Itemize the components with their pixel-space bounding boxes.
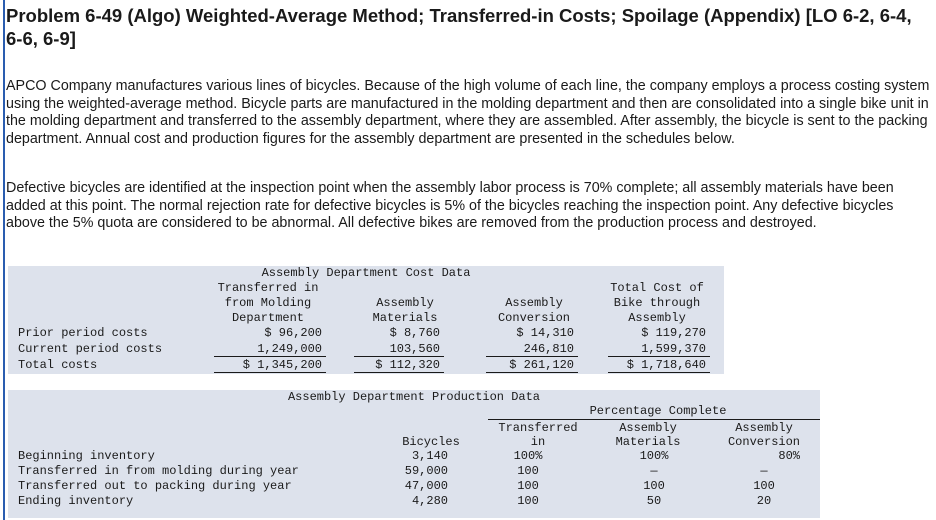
total-rule bbox=[608, 372, 710, 373]
subtotal-rule bbox=[354, 356, 444, 357]
percentage-complete-header: Percentage Complete bbox=[589, 404, 727, 418]
group-header-rule bbox=[488, 419, 820, 420]
total-rule bbox=[214, 372, 326, 373]
subtotal-rule bbox=[608, 356, 710, 357]
production-data-table: Assembly Department Production Data Perc… bbox=[8, 390, 820, 518]
cost-data-table: Assembly Department Cost Data Transferre… bbox=[8, 266, 724, 374]
subtotal-rule bbox=[486, 356, 578, 357]
total-rule bbox=[354, 372, 444, 373]
subtotal-rule bbox=[214, 356, 326, 357]
spoilage-paragraph: Defective bicycles are identified at the… bbox=[6, 180, 894, 232]
problem-title: Problem 6-49 (Algo) Weighted-Average Met… bbox=[6, 5, 912, 49]
intro-paragraph: APCO Company manufactures various lines … bbox=[6, 78, 930, 147]
total-rule bbox=[486, 372, 578, 373]
production-table-title: Assembly Department Production Data bbox=[287, 390, 541, 404]
cost-table-title: Assembly Department Cost Data bbox=[261, 266, 471, 280]
header-bicycles: Bicycles bbox=[402, 435, 460, 449]
left-accent-bar bbox=[3, 0, 5, 520]
